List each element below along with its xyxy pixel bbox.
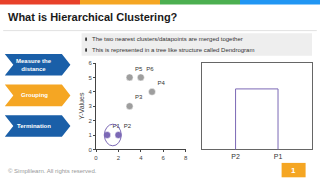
svg-text:P1: P1 [274,153,283,160]
svg-text:© Simplilearn. All rights rese: © Simplilearn. All rights reserved. [8,168,97,174]
svg-text:2: 2 [117,155,121,161]
svg-text:8: 8 [184,155,188,161]
svg-text:0: 0 [94,155,98,161]
svg-text:Y-Values: Y-Values [79,92,86,120]
svg-text:What is Hierarchical Clusterin: What is Hierarchical Clustering? [8,11,178,23]
svg-text:P4: P4 [157,80,165,86]
svg-text:6: 6 [162,155,166,161]
svg-text:P2: P2 [231,153,240,160]
svg-text:1: 1 [88,132,92,138]
svg-text:P6: P6 [146,66,154,72]
svg-text:0: 0 [88,147,92,153]
svg-text:Termination: Termination [17,123,51,129]
svg-text:The two nearest clusters/datap: The two nearest clusters/datapoints are … [92,36,243,42]
svg-text:Measure thedistance: Measure thedistance [16,58,52,72]
svg-text:P2: P2 [124,123,132,129]
svg-text:4: 4 [88,89,92,95]
svg-text:6: 6 [88,60,92,66]
svg-text:This is represented in a tree: This is represented in a tree like struc… [92,47,254,53]
svg-text:P1: P1 [113,123,121,129]
svg-text:1: 1 [291,166,296,175]
svg-text:P5: P5 [135,66,143,72]
svg-text:Grouping: Grouping [21,92,48,98]
svg-text:P3: P3 [135,94,143,100]
svg-text:5: 5 [88,75,92,81]
svg-text:4: 4 [139,155,143,161]
svg-text:3: 3 [88,103,92,109]
svg-text:2: 2 [88,118,92,124]
